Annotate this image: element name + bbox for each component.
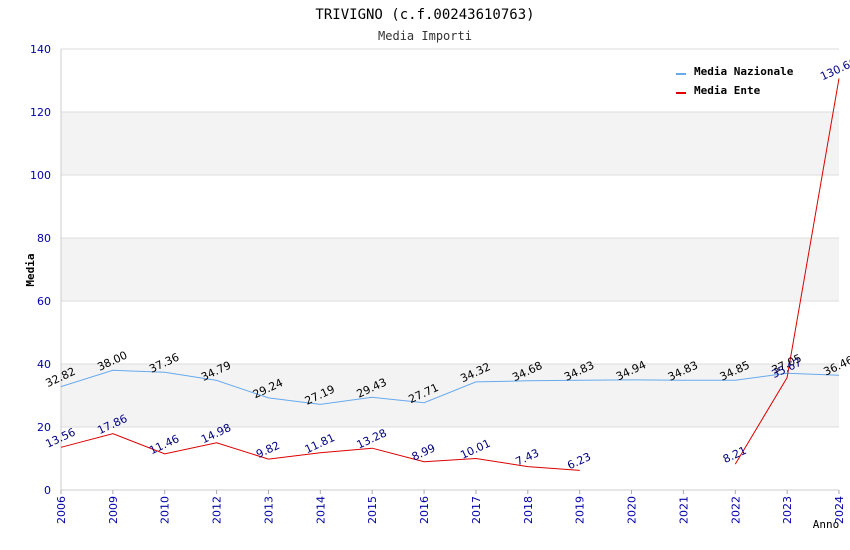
series-line-media-nazionale [60,369,840,405]
y-tick-label: 0 [44,484,51,497]
grid-band [61,112,839,175]
x-tick-label: 2006 [55,496,68,524]
y-tick-label: 60 [37,295,51,308]
x-tick-label: 2024 [833,496,846,524]
data-label: 8.99 [410,441,438,463]
data-label: 6.23 [565,450,593,472]
y-tick-label: 120 [30,106,51,119]
grid-band [61,364,839,427]
x-tick-label: 2023 [781,496,794,524]
x-tick-label: 2020 [626,496,639,524]
x-tick-label: 2021 [677,496,690,524]
x-tick-label: 2014 [314,496,327,524]
y-tick-label: 100 [30,169,51,182]
x-tick-label: 2016 [418,496,431,524]
x-tick-label: 2010 [159,496,172,524]
data-label: 130.66 [818,55,850,83]
y-axis-label: Media [24,253,37,286]
y-tick-label: 20 [37,421,51,434]
chart-subtitle: Media Importi [378,29,472,43]
legend-item-label: Media Ente [694,84,761,97]
series-line-media-ente [60,433,580,471]
x-axis-label: Anno [813,518,840,531]
y-tick-label: 40 [37,358,51,371]
series-line-media-ente [734,78,840,465]
data-label: 7.43 [513,446,541,468]
y-tick-label: 140 [30,43,51,56]
x-tick-label: 2017 [470,496,483,524]
grid-band [61,238,839,301]
y-tick-label: 80 [37,232,51,245]
x-tick-label: 2009 [107,496,120,524]
x-tick-label: 2012 [211,496,224,524]
x-tick-label: 2013 [262,496,275,524]
chart-title: TRIVIGNO (c.f.00243610763) [315,7,534,23]
legend-item-label: Media Nazionale [694,65,794,78]
data-label: 8.21 [721,444,749,466]
x-tick-label: 2015 [366,496,379,524]
x-tick-label: 2018 [522,496,535,524]
x-tick-label: 2022 [729,496,742,524]
x-tick-label: 2019 [574,496,587,524]
